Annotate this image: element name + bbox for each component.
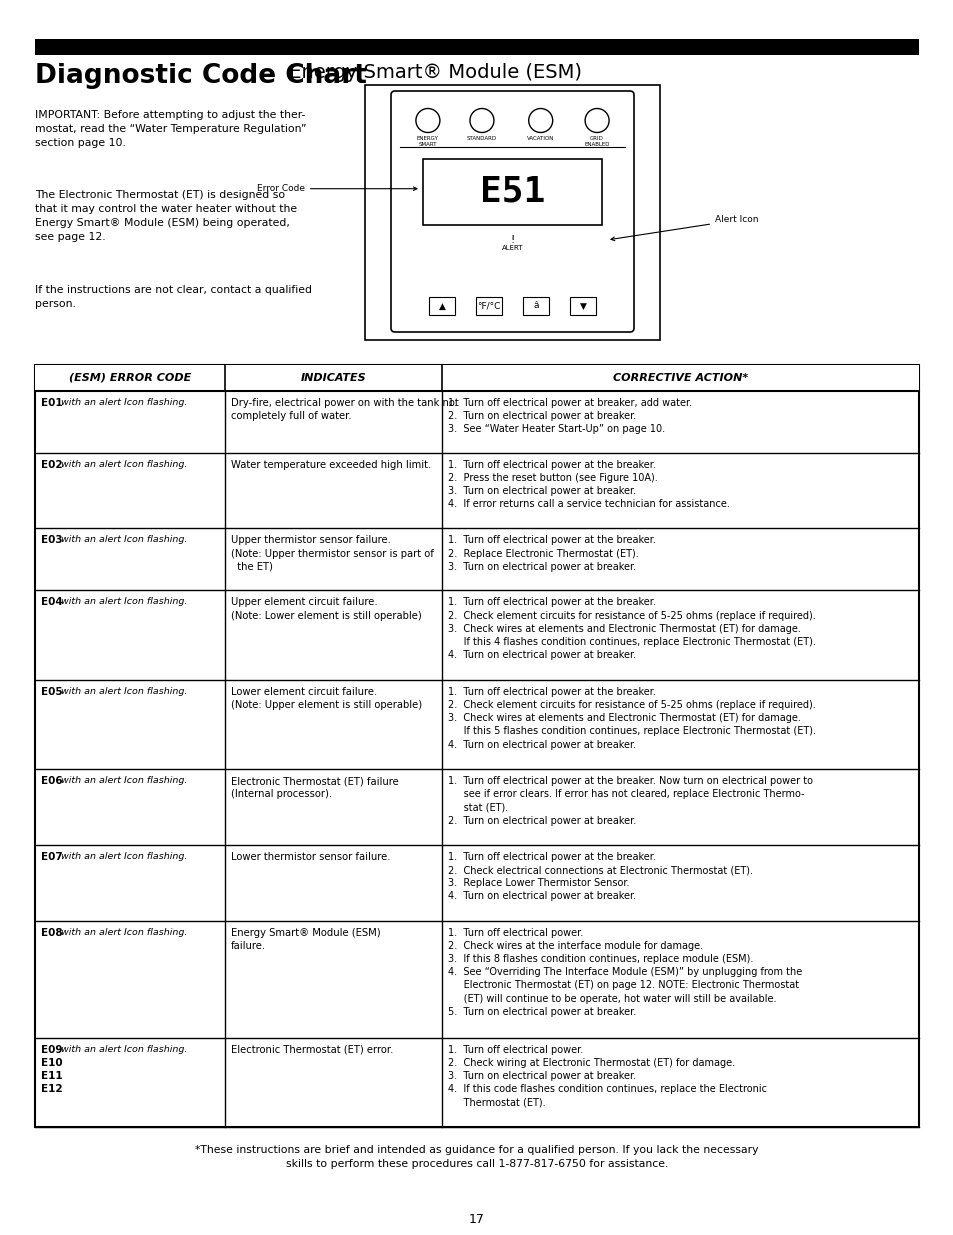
Text: E12: E12 xyxy=(41,1083,63,1093)
Text: Electronic Thermostat (ET) error.: Electronic Thermostat (ET) error. xyxy=(231,1045,393,1055)
Text: E03: E03 xyxy=(41,536,63,546)
Text: E08: E08 xyxy=(41,927,63,937)
Text: INDICATES: INDICATES xyxy=(300,373,366,383)
Text: STANDARD: STANDARD xyxy=(466,137,497,142)
Text: CORRECTIVE ACTION*: CORRECTIVE ACTION* xyxy=(612,373,747,383)
Text: 1.  Turn off electrical power at the breaker.
2.  Check element circuits for res: 1. Turn off electrical power at the brea… xyxy=(447,687,815,750)
Text: Diagnostic Code Chart: Diagnostic Code Chart xyxy=(35,63,367,89)
Text: *These instructions are brief and intended as guidance for a qualified person. I: *These instructions are brief and intend… xyxy=(195,1145,758,1170)
Text: 1.  Turn off electrical power at the breaker.
2.  Replace Electronic Thermostat : 1. Turn off electrical power at the brea… xyxy=(447,536,655,572)
Text: with an alert Icon flashing.: with an alert Icon flashing. xyxy=(58,459,188,469)
Text: 1.  Turn off electrical power.
2.  Check wires at the interface module for damag: 1. Turn off electrical power. 2. Check w… xyxy=(447,927,801,1016)
Text: E06: E06 xyxy=(41,777,63,787)
Text: (ESM) ERROR CODE: (ESM) ERROR CODE xyxy=(69,373,191,383)
Text: E09: E09 xyxy=(41,1045,63,1055)
Text: E02: E02 xyxy=(41,459,63,469)
Text: with an alert Icon flashing.: with an alert Icon flashing. xyxy=(58,598,188,606)
Text: Energy Smart® Module (ESM): Energy Smart® Module (ESM) xyxy=(283,63,581,82)
Text: ENERGY
SMART: ENERGY SMART xyxy=(416,137,438,147)
Text: Dry-fire, electrical power on with the tank not
completely full of water.: Dry-fire, electrical power on with the t… xyxy=(231,398,458,421)
FancyBboxPatch shape xyxy=(569,296,596,315)
Text: E07: E07 xyxy=(41,852,63,862)
Text: ▲: ▲ xyxy=(438,301,445,310)
Text: Lower thermistor sensor failure.: Lower thermistor sensor failure. xyxy=(231,852,390,862)
Text: E11: E11 xyxy=(41,1071,63,1081)
Text: Upper thermistor sensor failure.
(Note: Upper thermistor sensor is part of
  the: Upper thermistor sensor failure. (Note: … xyxy=(231,536,434,572)
Text: Lower element circuit failure.
(Note: Upper element is still operable): Lower element circuit failure. (Note: Up… xyxy=(231,687,422,710)
Text: ALERT: ALERT xyxy=(501,245,522,251)
Text: Water temperature exceeded high limit.: Water temperature exceeded high limit. xyxy=(231,459,431,469)
Text: 1.  Turn off electrical power at the breaker. Now turn on electrical power to
  : 1. Turn off electrical power at the brea… xyxy=(447,777,812,826)
Text: GRID
ENABLED: GRID ENABLED xyxy=(584,137,609,147)
Text: with an alert Icon flashing.: with an alert Icon flashing. xyxy=(58,687,188,695)
Text: Upper element circuit failure.
(Note: Lower element is still operable): Upper element circuit failure. (Note: Lo… xyxy=(231,598,421,620)
Text: ▼: ▼ xyxy=(579,301,586,310)
Text: E01: E01 xyxy=(41,398,63,408)
Bar xyxy=(35,40,918,56)
Text: with an alert Icon flashing.: with an alert Icon flashing. xyxy=(58,398,188,408)
Text: 17: 17 xyxy=(469,1213,484,1226)
Text: with an alert Icon flashing.: with an alert Icon flashing. xyxy=(58,777,188,785)
Text: Alert Icon: Alert Icon xyxy=(610,215,758,241)
Text: 1.  Turn off electrical power at the breaker.
2.  Check electrical connections a: 1. Turn off electrical power at the brea… xyxy=(447,852,752,902)
Text: VACATION: VACATION xyxy=(526,137,554,142)
Text: E04: E04 xyxy=(41,598,63,608)
Text: E51: E51 xyxy=(479,175,544,209)
Text: Electronic Thermostat (ET) failure
(Internal processor).: Electronic Thermostat (ET) failure (Inte… xyxy=(231,777,398,799)
Bar xyxy=(35,366,918,391)
Text: If the instructions are not clear, contact a qualified
person.: If the instructions are not clear, conta… xyxy=(35,285,312,309)
Bar xyxy=(35,366,918,1128)
Text: !: ! xyxy=(510,235,515,245)
Text: The Electronic Thermostat (ET) is designed so
that it may control the water heat: The Electronic Thermostat (ET) is design… xyxy=(35,190,296,242)
Text: °F/°C: °F/°C xyxy=(476,301,500,310)
Text: 1.  Turn off electrical power at the breaker.
2.  Press the reset button (see Fi: 1. Turn off electrical power at the brea… xyxy=(447,459,729,510)
FancyBboxPatch shape xyxy=(476,296,501,315)
Text: 1.  Turn off electrical power.
2.  Check wiring at Electronic Thermostat (ET) fo: 1. Turn off electrical power. 2. Check w… xyxy=(447,1045,766,1108)
Text: with an alert Icon flashing.: with an alert Icon flashing. xyxy=(58,852,188,861)
FancyBboxPatch shape xyxy=(522,296,548,315)
FancyBboxPatch shape xyxy=(391,91,634,332)
Text: with an alert Icon flashing.: with an alert Icon flashing. xyxy=(58,1045,188,1053)
Text: IMPORTANT: Before attempting to adjust the ther-
mostat, read the “Water Tempera: IMPORTANT: Before attempting to adjust t… xyxy=(35,110,306,148)
Text: Error Code: Error Code xyxy=(256,184,416,193)
Text: â: â xyxy=(533,301,538,310)
Text: E10: E10 xyxy=(41,1057,63,1067)
Text: 1.  Turn off electrical power at the breaker.
2.  Check element circuits for res: 1. Turn off electrical power at the brea… xyxy=(447,598,815,661)
FancyBboxPatch shape xyxy=(429,296,455,315)
Bar xyxy=(365,85,659,340)
Text: with an alert Icon flashing.: with an alert Icon flashing. xyxy=(58,927,188,936)
Text: 1.  Turn off electrical power at breaker, add water.
2.  Turn on electrical powe: 1. Turn off electrical power at breaker,… xyxy=(447,398,691,435)
Text: E05: E05 xyxy=(41,687,63,697)
Text: with an alert Icon flashing.: with an alert Icon flashing. xyxy=(58,536,188,545)
Bar xyxy=(422,159,601,225)
Text: Energy Smart® Module (ESM)
failure.: Energy Smart® Module (ESM) failure. xyxy=(231,927,380,951)
